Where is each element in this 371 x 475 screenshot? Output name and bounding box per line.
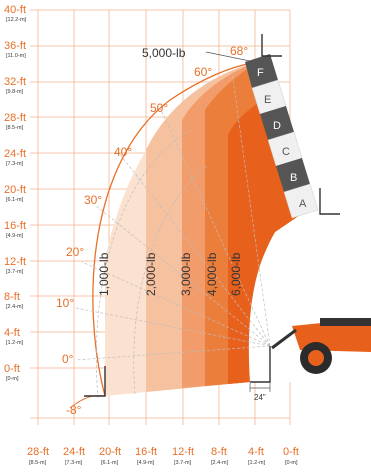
y-axis: 40-ft [12.2-m] 36-ft [11.0-m] 32-ft [9.8… <box>4 4 27 382</box>
y-tick-4-m: [1.2-m] <box>6 340 24 346</box>
zone-d <box>260 106 294 140</box>
y-tick-20-ft: 20-ft <box>4 184 26 196</box>
y-tick-32-ft: 32-ft <box>4 76 26 88</box>
x-tick-20-m: [6.1-m] <box>101 460 119 466</box>
y-tick-20-m: [6.1-m] <box>6 197 24 203</box>
x-tick-24-m: [7.3-m] <box>65 460 83 466</box>
y-tick-16-ft: 16-ft <box>4 220 26 232</box>
x-tick-12-m: [3.7-m] <box>174 460 192 466</box>
fork-bottom-icon <box>84 366 106 397</box>
y-tick-12-ft: 12-ft <box>4 256 26 268</box>
x-axis: 28-ft [8.5-m] 24-ft [7.3-m] 20-ft [6.1-m… <box>27 446 299 466</box>
y-tick-12-m: [3.7-m] <box>6 269 24 275</box>
y-tick-36-ft: 36-ft <box>4 40 26 52</box>
telehandler-icon <box>271 318 371 374</box>
angle-label-40: 40° <box>114 145 132 159</box>
x-tick-12-ft: 12-ft <box>172 446 194 458</box>
y-tick-16-m: [4.9-m] <box>6 233 24 239</box>
x-tick-8-m: [2.4-m] <box>211 460 229 466</box>
y-tick-24-ft: 24-ft <box>4 148 26 160</box>
y-tick-40-m: [12.2-m] <box>6 17 27 23</box>
fork-center-icon <box>250 346 271 383</box>
y-tick-0-m: [0-m] <box>6 376 19 382</box>
zone-letter-f: F <box>257 67 264 79</box>
top-load-label: 5,000-lb <box>142 46 186 60</box>
fork-right-icon <box>319 188 340 215</box>
y-tick-32-m: [9.8-m] <box>6 89 24 95</box>
envelope-outline <box>92 61 259 397</box>
x-tick-0-ft: 0-ft <box>283 446 299 458</box>
angle-label-30: 30° <box>84 193 102 207</box>
y-tick-28-ft: 28-ft <box>4 112 26 124</box>
zone-letter-b: B <box>290 172 297 184</box>
zone-letter-d: D <box>273 120 281 132</box>
y-tick-40-ft: 40-ft <box>4 4 26 16</box>
fork-icons <box>84 34 340 397</box>
x-tick-4-ft: 4-ft <box>248 446 264 458</box>
zone-f <box>245 54 278 88</box>
angle-label-50: 50° <box>150 101 168 115</box>
zone-a <box>283 183 319 219</box>
offset-label: 24" <box>254 393 266 402</box>
fork-top-icon <box>261 34 282 57</box>
y-tick-0-ft: 0-ft <box>4 363 20 375</box>
angle-label-60: 60° <box>194 65 212 79</box>
y-tick-4-ft: 4-ft <box>4 327 20 339</box>
angle-label-neg8: -8° <box>66 403 82 417</box>
zone-b <box>276 158 310 192</box>
x-tick-16-m: [4.9-m] <box>137 460 155 466</box>
x-tick-8-ft: 8-ft <box>211 446 227 458</box>
load-label-2000: 2,000-lb <box>144 252 158 296</box>
angle-label-10: 10° <box>56 296 74 310</box>
angle-rays <box>75 71 271 399</box>
load-label-4000: 4,000-lb <box>205 252 219 296</box>
angle-label-0: 0° <box>62 352 74 366</box>
zone-letter-e: E <box>264 94 271 106</box>
load-label-1000: 1,000-lb <box>97 252 111 296</box>
leader-line <box>205 51 256 63</box>
x-tick-20-ft: 20-ft <box>99 446 121 458</box>
x-tick-24-ft: 24-ft <box>63 446 85 458</box>
angle-label-20: 20° <box>66 245 84 259</box>
x-tick-16-ft: 16-ft <box>135 446 157 458</box>
y-tick-8-m: [2.4-m] <box>6 304 24 310</box>
zone-letter-a: A <box>299 198 307 210</box>
offset-marker <box>249 383 271 392</box>
load-label-6000: 6,000-lb <box>229 252 243 296</box>
x-tick-28-ft: 28-ft <box>27 446 49 458</box>
x-tick-4-m: [1.2-m] <box>248 460 266 466</box>
y-tick-24-m: [7.3-m] <box>6 161 24 167</box>
zone-letter-c: C <box>282 146 290 158</box>
load-label-3000: 3,000-lb <box>179 252 193 296</box>
angle-label-68: 68° <box>230 44 248 58</box>
boom-zones: F E D C B A <box>245 54 319 219</box>
y-tick-8-ft: 8-ft <box>4 291 20 303</box>
y-tick-36-m: [11.0-m] <box>6 53 26 59</box>
x-tick-0-m: [0-m] <box>285 460 298 466</box>
x-tick-28-m: [8.5-m] <box>29 460 47 466</box>
y-tick-28-m: [8.5-m] <box>6 125 24 131</box>
